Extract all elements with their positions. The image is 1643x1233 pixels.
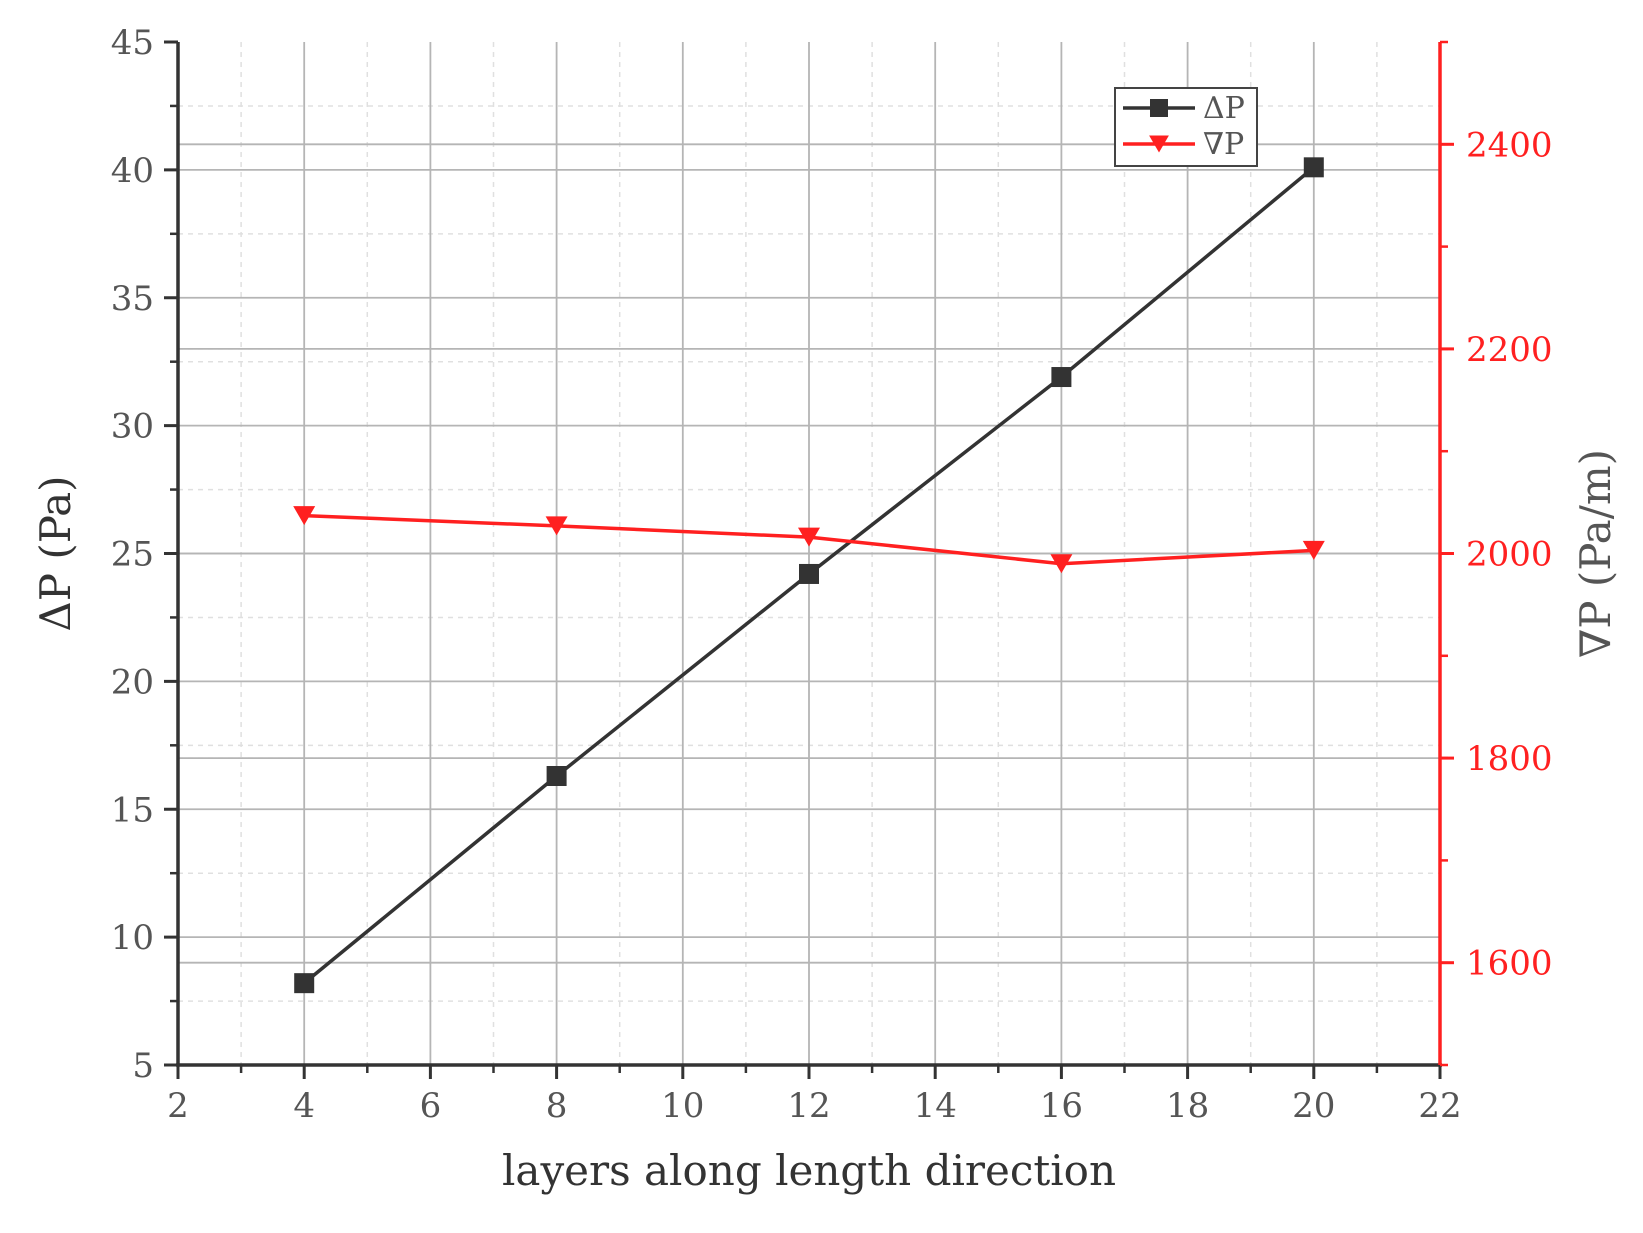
- x-tick-label: 18: [1166, 1086, 1209, 1126]
- legend-label-0: ΔP: [1203, 91, 1245, 126]
- data-point-0: [1051, 367, 1072, 388]
- data-point-1: [1050, 554, 1073, 574]
- y-right-tick-label: 1800: [1466, 739, 1553, 779]
- y-left-tick-label: 20: [111, 662, 154, 702]
- x-axis-title: layers along length direction: [502, 1146, 1116, 1195]
- data-point-1: [545, 516, 568, 536]
- legend-marker-1: [1149, 135, 1169, 153]
- y-left-tick-label: 5: [132, 1046, 154, 1086]
- data-point-1: [798, 527, 820, 547]
- y-left-tick-label: 35: [111, 279, 154, 319]
- y-left-tick-label: 15: [111, 790, 154, 830]
- x-tick-label: 20: [1292, 1086, 1335, 1126]
- y-axis-left-title: ΔP (Pa): [31, 475, 80, 631]
- y-left-tick-label: 40: [111, 151, 154, 191]
- y-axis-right-title: ∇P (Pa/m): [1571, 449, 1620, 658]
- y-right-tick-label: 2400: [1466, 125, 1553, 165]
- y-left-tick-label: 10: [111, 918, 154, 958]
- y-right-tick-label: 2000: [1466, 535, 1553, 575]
- x-tick-label: 10: [661, 1086, 704, 1126]
- series-layer: [293, 157, 1325, 994]
- data-point-0: [1303, 157, 1324, 178]
- data-point-0: [294, 973, 315, 994]
- y-left-tick-label: 45: [111, 23, 154, 63]
- x-tick-label: 16: [1040, 1086, 1083, 1126]
- y-right-tick-label: 1600: [1466, 944, 1553, 984]
- legend-box: [1114, 87, 1258, 167]
- y-left-tick-label: 25: [111, 535, 154, 575]
- legend-marker-0: [1150, 99, 1168, 117]
- x-tick-label: 8: [546, 1086, 568, 1126]
- data-point-0: [799, 563, 819, 584]
- data-point-0: [546, 766, 567, 787]
- data-point-1: [293, 506, 316, 526]
- x-tick-label: 22: [1418, 1086, 1461, 1126]
- x-tick-label: 14: [914, 1086, 957, 1126]
- y-left-tick-label: 30: [111, 407, 154, 447]
- x-tick-label: 6: [420, 1086, 442, 1126]
- x-tick-label: 2: [167, 1086, 189, 1126]
- x-tick-label: 12: [787, 1086, 830, 1126]
- legend-label-1: ∇P: [1203, 127, 1244, 162]
- legend: ΔP∇P: [1114, 87, 1258, 167]
- x-tick-label: 4: [293, 1086, 315, 1126]
- y-right-tick-label: 2200: [1466, 330, 1553, 370]
- data-point-1: [1302, 540, 1325, 560]
- ticks: 2 4 6 8 10 12 14 16 18 20 22 5 10 15 20 25 30 35 40 45 1600 1…: [111, 23, 1553, 1126]
